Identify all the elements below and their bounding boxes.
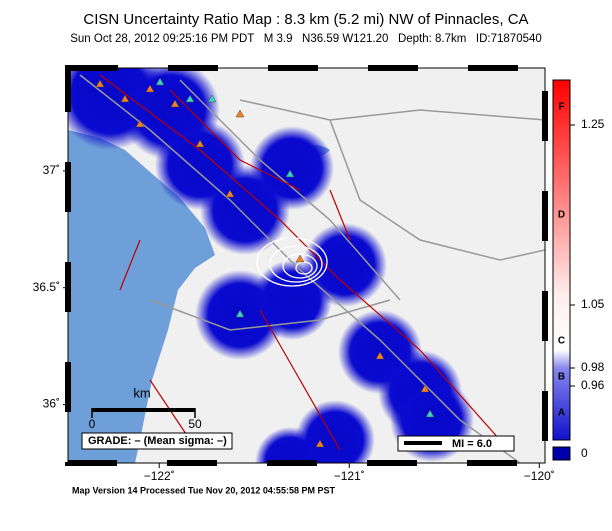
y-tick-label: 36˚	[43, 397, 60, 411]
map-border	[65, 65, 548, 466]
scale-tick-label: 50	[188, 417, 202, 431]
colorbar-zero-label: 0	[581, 446, 588, 460]
contours	[256, 237, 328, 287]
scale-bar: km	[92, 385, 195, 412]
colorbar-grade: D	[558, 210, 565, 221]
x-tick-label: −121˚	[334, 469, 365, 483]
x-tick-label: −122˚	[144, 469, 175, 483]
colorbar-tick-label: 1.25	[581, 117, 605, 131]
ocean	[68, 130, 215, 463]
stations	[95, 79, 430, 448]
colorbar	[552, 79, 571, 441]
subtitle: Sun Oct 28, 2012 09:25:16 PM PDT M 3.9 N…	[70, 33, 542, 45]
x-tick-label: −120˚	[524, 469, 555, 483]
colorbar-grade: C	[558, 336, 565, 347]
scale-line	[92, 408, 195, 412]
mi-line	[404, 441, 442, 445]
y-tick-label: 36.5˚	[33, 280, 60, 294]
colorbar-tick-label: 1.05	[581, 297, 605, 311]
map-area	[68, 68, 545, 463]
grade-box	[81, 432, 233, 450]
colorbar-tick-label: 0.96	[581, 378, 605, 392]
colorbar-grade: F	[558, 102, 564, 113]
title: CISN Uncertainty Ratio Map : 8.3 km (5.2…	[83, 11, 528, 28]
colorbar-grade: A	[558, 408, 565, 419]
colorbar-tick-label: 0.98	[581, 360, 605, 374]
footer: Map Version 14 Processed Tue Nov 20, 201…	[72, 485, 335, 495]
stations-2	[155, 77, 435, 418]
colorbar-zero	[552, 446, 571, 461]
scale-title: km	[133, 385, 150, 400]
grade: GRADE: – (Mean sigma: –)	[88, 435, 227, 447]
roads	[79, 74, 545, 463]
mi-legend: MI = 6.0	[452, 438, 492, 450]
faults	[99, 74, 501, 451]
colorbar-grade: B	[558, 372, 565, 383]
mi-box	[397, 435, 515, 452]
y-tick-label: 37˚	[43, 163, 60, 177]
scale-tick-label: 0	[89, 417, 96, 431]
